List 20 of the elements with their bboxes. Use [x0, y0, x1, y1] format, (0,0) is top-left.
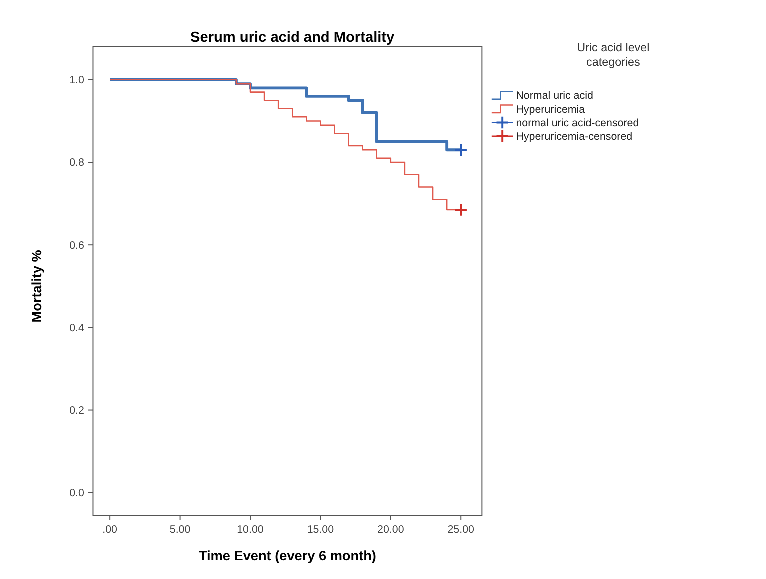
x-tick-label: .00: [102, 524, 118, 536]
legend-label: Hyperuricemia-censored: [516, 131, 633, 144]
y-tick-label: 0.6: [70, 240, 85, 252]
x-tick-label: 10.00: [237, 524, 264, 536]
x-axis-title: Time Event (every 6 month): [198, 548, 376, 564]
y-axis-title: Mortality %: [30, 250, 45, 323]
legend-label: Normal uric acid: [516, 90, 594, 102]
y-tick-label: 0.8: [70, 157, 85, 170]
legend-label: normal uric acid-censored: [516, 117, 640, 130]
x-tick-label: 15.00: [307, 524, 334, 536]
y-tick-label: 0.4: [70, 322, 85, 334]
chart-title: Serum uric acid and Mortality: [190, 30, 396, 46]
y-tick-label: 1.0: [70, 74, 85, 87]
y-tick-label: 0.2: [70, 405, 85, 418]
x-tick-label: 20.00: [378, 524, 404, 536]
legend-label: Hyperuricemia: [516, 104, 586, 116]
legend-title: Uric acid level categories: [577, 42, 650, 69]
x-tick-label: 25.00: [448, 524, 475, 536]
y-tick-label: 0.0: [70, 488, 85, 500]
x-tick-label: 5.00: [170, 524, 191, 536]
